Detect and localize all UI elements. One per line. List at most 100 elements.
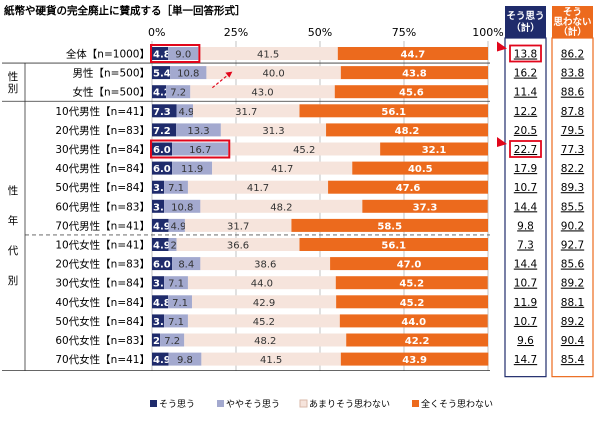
bar-segment — [336, 295, 488, 309]
bar-segment — [168, 295, 192, 309]
bar-row: 50代男性【n=84】 3.67.1 41.7 47.6 — [55, 180, 488, 194]
bar-value-label: 45.2 — [293, 145, 315, 156]
bar-segment — [330, 257, 488, 271]
agree-total-value: 16.2 — [514, 68, 537, 80]
bar-value-label: 10.8 — [171, 202, 193, 213]
agree-total-header: そう思う（計） — [506, 11, 544, 34]
bar-value-label: 43.8 — [402, 69, 427, 80]
bar-row: 40代女性【n=84】 4.8 7.1 42.9 45.2 — [55, 295, 488, 309]
bar-segment — [152, 218, 169, 232]
bar-value-label: 40.5 — [408, 164, 433, 175]
bar-value-label: 4.9 — [153, 241, 171, 252]
agree-total-value: 9.6 — [517, 335, 534, 347]
bar-value-label: 10.8 — [177, 69, 199, 80]
bar-segment — [337, 47, 488, 60]
bar-value-label: 3.6 — [153, 279, 171, 290]
bar-value-label: 31.3 — [262, 126, 284, 137]
bar-row: 10代男性【n=41】 7.3 4.9 31.7 56.1 — [55, 104, 488, 118]
row-label: 50代女性【n=84】 — [55, 315, 150, 328]
legend-label: あまりそう思わない — [309, 399, 390, 410]
bar-value-label: 9.8 — [177, 355, 193, 366]
bar-segment — [152, 257, 173, 271]
row-label: 60代女性【n=83】 — [55, 334, 150, 347]
bar-segment — [176, 104, 193, 118]
x-tick-label: 75% — [392, 26, 416, 39]
bar-segment — [339, 314, 488, 328]
bar-segment — [168, 218, 185, 232]
bar-value-label: 48.2 — [270, 202, 292, 213]
bar-segment — [184, 218, 292, 232]
agree-total-value: 14.7 — [514, 354, 537, 366]
bar-segment — [206, 66, 341, 80]
bar-segment — [164, 180, 188, 194]
bar-value-label: 16.7 — [189, 145, 211, 156]
disagree-total-value: 86.2 — [561, 49, 584, 61]
bar-segment — [340, 66, 488, 80]
row-label: 20代男性【n=83】 — [55, 124, 150, 137]
bar-value-label: 45.2 — [399, 279, 424, 290]
bar-value-label: 6.0 — [153, 260, 171, 271]
bar-segment — [152, 123, 177, 137]
disagree-total-value: 82.2 — [561, 163, 584, 175]
disagree-total-value: 92.7 — [561, 240, 584, 252]
bar-value-label: 48.2 — [395, 126, 420, 137]
bar-segment — [228, 142, 381, 156]
row-label: 40代男性【n=84】 — [55, 162, 150, 175]
bar-value-label: 13.3 — [187, 126, 209, 137]
bar-segment — [212, 161, 353, 175]
bar-value-label: 9.0 — [175, 50, 191, 61]
bar-segment — [200, 199, 363, 213]
bar-value-label: 6.0 — [153, 145, 171, 156]
bar-value-label: 3.6 — [153, 317, 171, 328]
bar-row: 70代女性【n=41】 4.9 9.8 41.5 43.9 — [55, 352, 489, 366]
bar-value-label: 44.0 — [401, 317, 426, 328]
bar-value-label: 7.1 — [172, 298, 188, 309]
bar-segment — [170, 66, 207, 80]
disagree-total-column — [551, 37, 594, 378]
bar-value-label: 41.5 — [260, 355, 282, 366]
agree-total-value: 10.7 — [514, 316, 537, 328]
row-label: 女性【n=500】 — [73, 86, 151, 99]
bar-value-label: 4.9 — [153, 221, 171, 232]
bar-value-label: 41.5 — [257, 50, 279, 61]
bar-segment — [176, 238, 300, 251]
bar-segment — [152, 276, 165, 290]
row-label: 30代女性【n=84】 — [55, 277, 150, 290]
bar-value-label: 42.2 — [405, 336, 430, 347]
bar-value-label: 41.7 — [271, 164, 293, 175]
disagree-total-header: そう思わない（計） — [553, 7, 591, 38]
agree-total-value: 14.4 — [514, 259, 538, 271]
bar-segment — [152, 314, 165, 328]
bar-segment — [152, 85, 167, 99]
row-label: 70代女性【n=41】 — [55, 353, 150, 366]
bar-segment — [168, 47, 199, 60]
bar-value-label: 4.9 — [170, 221, 186, 232]
bar-value-label: 56.1 — [381, 241, 406, 252]
x-axis-ticks: 0% 25% 50% 75% 100% — [148, 26, 504, 39]
bar-row: 男性【n=500】 5.4 10.8 40.0 43.8 — [73, 66, 488, 80]
row-label: 40代女性【n=84】 — [55, 296, 150, 309]
bar-value-label: 56.1 — [381, 107, 406, 118]
row-label: 10代男性【n=41】 — [55, 105, 150, 118]
bar-value-label: 11.9 — [181, 164, 203, 175]
bar-segment — [291, 218, 488, 232]
agree-total-value: 11.9 — [514, 297, 537, 309]
bar-segment — [198, 47, 338, 60]
bar-segment — [166, 85, 191, 99]
highlight-box — [150, 139, 231, 159]
agree-total-value: 9.8 — [517, 220, 534, 232]
bar-segment — [160, 333, 185, 347]
bar-segment — [187, 180, 329, 194]
bar-segment — [346, 333, 488, 347]
bar-value-label: 4.9 — [153, 355, 171, 366]
bar-row: 20代女性【n=83】 6.0 8.4 38.6 47.0 — [55, 257, 488, 271]
bar-value-label: 45.2 — [253, 317, 275, 328]
x-tick-label: 0% — [148, 26, 165, 39]
bar-value-label: 47.0 — [397, 260, 422, 271]
disagree-total-value: 88.6 — [561, 87, 585, 99]
highlight-box — [150, 44, 201, 63]
bar-value-label: 42.9 — [253, 298, 275, 309]
bar-segment — [335, 276, 488, 290]
disagree-total-value: 89.3 — [561, 182, 584, 194]
bar-value-label: 3.6 — [153, 183, 171, 194]
